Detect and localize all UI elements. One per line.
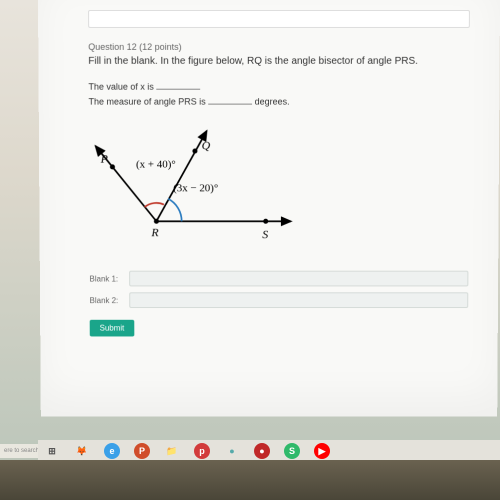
- angle1-label: (x + 40)°: [136, 159, 176, 171]
- submit-button[interactable]: Submit: [90, 320, 135, 337]
- taskbar: ⊞ 🦊 e P 📁 p ● ● S ▶: [38, 440, 500, 462]
- taskbar-icon[interactable]: P: [134, 443, 150, 459]
- blank-1-underline: [156, 81, 200, 90]
- question-line-1: The value of x is: [88, 81, 469, 92]
- question-prompt: Fill in the blank. In the figure below, …: [88, 56, 469, 67]
- desk-surface: [0, 460, 500, 500]
- taskbar-icon[interactable]: ●: [254, 443, 270, 459]
- blank2-label: Blank 2:: [90, 296, 130, 305]
- line2-pre: The measure of angle PRS is: [89, 97, 209, 107]
- taskbar-icon[interactable]: 📁: [164, 443, 180, 459]
- angle-figure: P Q R S (x + 40)° (3x − 20)°: [89, 119, 308, 257]
- line2-post: degrees.: [252, 97, 289, 107]
- taskbar-icon[interactable]: ▶: [314, 443, 330, 459]
- taskbar-icon[interactable]: ⊞: [44, 443, 60, 459]
- taskbar-icon[interactable]: ●: [224, 443, 240, 459]
- angle2-label: (3x − 20)°: [173, 182, 218, 194]
- taskbar-icon[interactable]: e: [104, 443, 120, 459]
- label-P: P: [100, 152, 108, 166]
- label-R: R: [150, 225, 159, 239]
- question-line-2: The measure of angle PRS is degrees.: [89, 96, 470, 107]
- blank1-input[interactable]: [129, 271, 468, 287]
- line1-pre: The value of x is: [88, 82, 156, 92]
- prior-input-box: [88, 10, 470, 28]
- label-Q: Q: [202, 138, 211, 152]
- blank1-row: Blank 1:: [89, 271, 468, 287]
- taskbar-icon[interactable]: p: [194, 443, 210, 459]
- blank-2-underline: [208, 96, 252, 105]
- taskbar-icon[interactable]: S: [284, 443, 300, 459]
- blank2-row: Blank 2:: [90, 292, 469, 308]
- blank2-input[interactable]: [129, 292, 468, 308]
- taskbar-icon[interactable]: 🦊: [74, 443, 90, 459]
- label-S: S: [262, 227, 268, 241]
- question-header: Question 12 (12 points): [88, 42, 470, 52]
- blank1-label: Blank 1:: [89, 274, 129, 283]
